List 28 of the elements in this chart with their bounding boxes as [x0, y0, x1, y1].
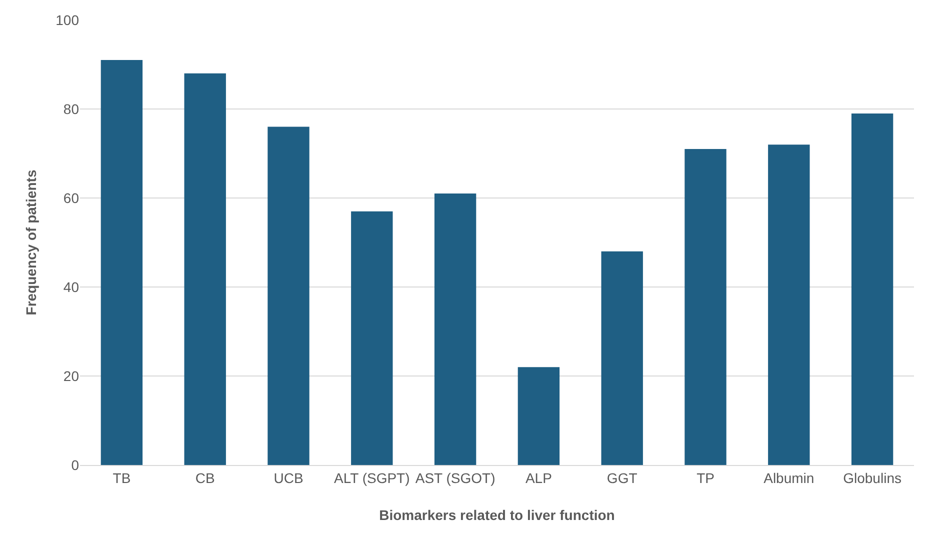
y-axis-title: Frequency of patients [23, 170, 40, 316]
bar [601, 251, 643, 465]
bar [851, 113, 894, 465]
x-tick-label: UCB [274, 470, 304, 486]
x-axis-title: Biomarkers related to liver function [379, 507, 615, 524]
bar [351, 211, 393, 465]
x-tick-label: CB [195, 470, 215, 486]
y-tick-label: 80 [63, 100, 80, 117]
bar [184, 73, 226, 465]
bar [434, 194, 476, 465]
y-tick-label: 60 [63, 190, 80, 206]
bar [684, 149, 726, 465]
x-tick-label: ALT (SGPT) [334, 470, 410, 486]
y-tick-label: 20 [63, 368, 80, 384]
x-tick-label: TB [112, 470, 131, 486]
x-tick-label: TP [696, 470, 714, 486]
bar [100, 60, 143, 465]
bar [768, 144, 810, 465]
y-tick-label: 40 [63, 278, 80, 295]
bar [518, 367, 560, 465]
x-tick-label: ALP [525, 470, 552, 486]
x-tick-label: Albumin [764, 470, 814, 486]
x-tick-label: GGT [606, 470, 638, 486]
x-tick-label: Globulins [843, 470, 902, 486]
y-tick-label: 100 [56, 12, 80, 28]
x-tick-label: AST (SGOT) [415, 470, 496, 486]
y-tick-label: 0 [71, 456, 80, 473]
bar [268, 126, 310, 465]
